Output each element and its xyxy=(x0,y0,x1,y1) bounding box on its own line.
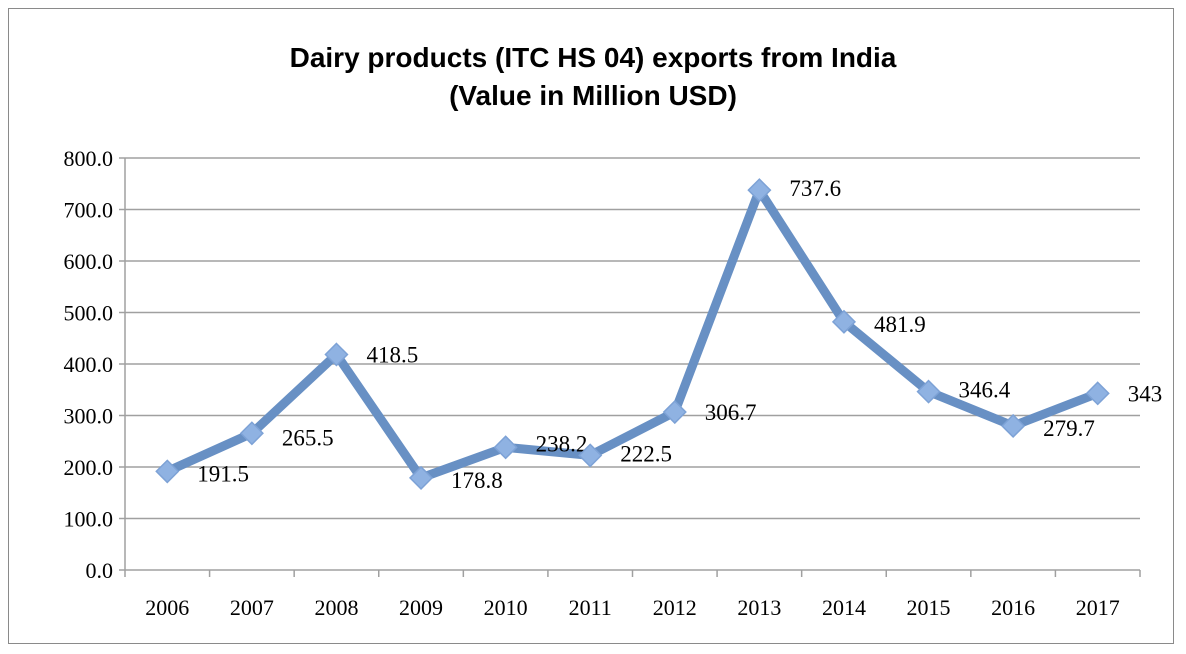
data-point-marker xyxy=(831,309,857,334)
x-tick-label: 2012 xyxy=(653,595,697,620)
x-tick-label: 2016 xyxy=(991,595,1035,620)
data-label: 178.8 xyxy=(451,468,503,493)
y-tick-label: 600.0 xyxy=(64,249,114,274)
data-point-marker xyxy=(155,459,180,484)
data-point-marker xyxy=(916,379,941,404)
y-tick-label: 400.0 xyxy=(64,352,114,377)
y-tick-label: 800.0 xyxy=(64,146,114,171)
data-label: 279.7 xyxy=(1043,416,1095,441)
data-label: 222.5 xyxy=(620,441,672,466)
data-point-marker xyxy=(578,443,603,468)
data-point-marker xyxy=(324,342,349,367)
y-tick-label: 0.0 xyxy=(86,558,114,583)
chart-frame xyxy=(8,8,1174,644)
x-tick-label: 2011 xyxy=(569,595,612,620)
data-label: 191.5 xyxy=(197,461,249,486)
data-label: 737.6 xyxy=(789,176,841,201)
x-tick-label: 2008 xyxy=(314,595,358,620)
data-label: 265.5 xyxy=(282,425,334,450)
series-line xyxy=(165,180,1100,484)
y-tick-label: 700.0 xyxy=(64,198,114,223)
data-label: 343 xyxy=(1128,381,1163,406)
data-label: 306.7 xyxy=(705,400,757,425)
x-tick-label: 2009 xyxy=(399,595,443,620)
x-tick-label: 2007 xyxy=(230,595,274,620)
y-tick-label: 100.0 xyxy=(64,507,114,532)
data-label: 238.2 xyxy=(536,431,588,456)
y-tick-label: 200.0 xyxy=(64,455,114,480)
chart-title: Dairy products (ITC HS 04) exports from … xyxy=(289,42,897,73)
data-label: 481.9 xyxy=(874,312,926,337)
x-tick-label: 2006 xyxy=(145,595,189,620)
data-point-marker xyxy=(239,421,264,446)
data-point-marker xyxy=(1085,381,1110,406)
data-point-marker xyxy=(662,399,687,425)
data-label: 418.5 xyxy=(366,342,418,367)
x-tick-label: 2017 xyxy=(1076,595,1120,620)
data-point-marker xyxy=(1001,413,1026,439)
x-tick-label: 2015 xyxy=(907,595,951,620)
data-label: 346.4 xyxy=(959,378,1011,403)
data-point-marker xyxy=(493,435,518,460)
x-tick-label: 2013 xyxy=(737,595,781,620)
data-point-marker xyxy=(408,465,434,490)
y-tick-label: 300.0 xyxy=(64,404,114,429)
x-tick-label: 2014 xyxy=(822,595,866,620)
y-tick-label: 500.0 xyxy=(64,301,114,326)
chart-subtitle: (Value in Million USD) xyxy=(449,80,737,111)
data-point-marker xyxy=(747,178,772,203)
x-tick-label: 2010 xyxy=(484,595,528,620)
